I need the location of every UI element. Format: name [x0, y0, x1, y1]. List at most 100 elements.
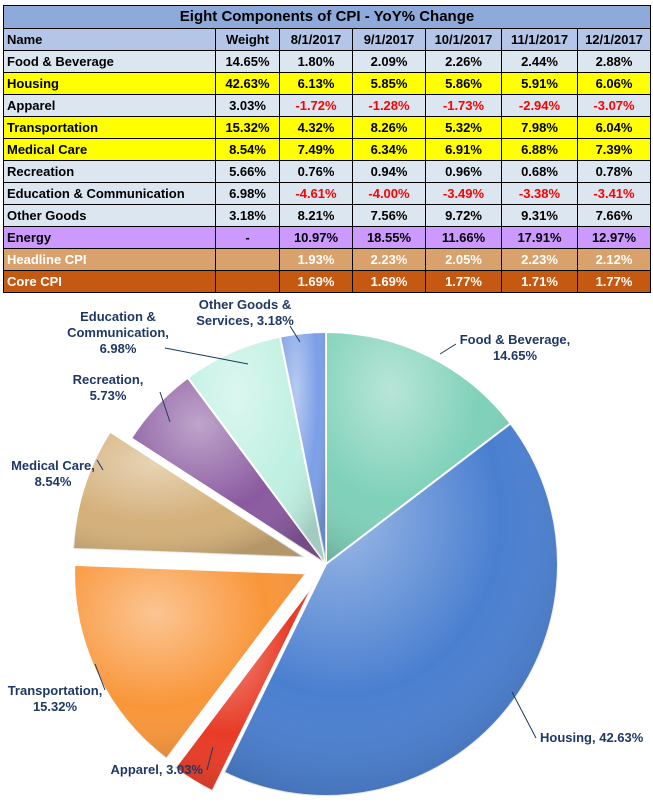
table-cell: 2.09%: [352, 50, 426, 73]
pie-slice-shading: [131, 377, 326, 564]
table-cell: 5.86%: [425, 72, 502, 95]
table-cell: 2.05%: [425, 248, 502, 271]
table-cell: -4.00%: [352, 182, 426, 205]
table-cell: 1.80%: [279, 50, 353, 73]
table-row: Other Goods 3.18% 8.21% 7.56% 9.72% 9.31% 7.66…: [3, 204, 652, 227]
table-row: Transportation 15.32% 4.32% 8.26% 5.32% 7.98%…: [3, 116, 652, 139]
table-cell: 3.18%: [215, 204, 280, 227]
table-cell: Food & Beverage: [3, 50, 216, 73]
table-cell: Transportation: [3, 116, 216, 139]
table-cell: 0.96%: [425, 160, 502, 183]
pie-slice-label: Recreation, 5.73%: [73, 372, 144, 403]
table-cell: 5.91%: [501, 72, 578, 95]
table-row: Core CPI 1.69% 1.69% 1.77% 1.71% 1.77%: [3, 270, 652, 293]
table-cell: 9.72%: [425, 204, 502, 227]
leader-line: [94, 663, 106, 691]
table-cell: 2.12%: [576, 248, 652, 271]
table-row: Food & Beverage 14.65% 1.80% 2.09% 2.26% 2.44…: [3, 50, 652, 73]
table-cell: 8.21%: [279, 204, 353, 227]
table-header-row: Name Weight 8/1/2017 9/1/2017 10/1/2017 11/1/…: [3, 28, 652, 51]
pie-slices: [72, 330, 559, 797]
table-cell: 7.39%: [576, 138, 652, 161]
table-cell: -: [215, 226, 280, 249]
table-cell: 11.66%: [425, 226, 502, 249]
table-cell: 2.26%: [425, 50, 502, 73]
table-cell: -1.28%: [352, 94, 426, 117]
leader-line: [159, 391, 171, 423]
table-cell: 9.31%: [501, 204, 578, 227]
leader-line: [289, 325, 301, 343]
pie-slice-shading: [279, 332, 326, 564]
header-cell: 11/1/2017: [501, 28, 578, 51]
table-cell: 2.44%: [501, 50, 578, 73]
table-cell: 14.65%: [215, 50, 280, 73]
table-cell: 18.55%: [352, 226, 426, 249]
header-cell: Weight: [215, 28, 280, 51]
table-cell: 10.97%: [279, 226, 353, 249]
table-cell: -2.94%: [501, 94, 578, 117]
table-cell: 1.93%: [279, 248, 353, 271]
table-cell: 6.98%: [215, 182, 280, 205]
table-cell: 5.66%: [215, 160, 280, 183]
table-cell: -3.49%: [425, 182, 502, 205]
table-cell: Medical Care: [3, 138, 216, 161]
header-cell: 8/1/2017: [279, 28, 353, 51]
table-cell: 5.85%: [352, 72, 426, 95]
table-cell: -4.61%: [279, 182, 353, 205]
pie-slice-label: Food & Beverage, 14.65%: [460, 332, 571, 363]
table-cell: 5.32%: [425, 116, 502, 139]
table-cell: Housing: [3, 72, 216, 95]
table-cell: 42.63%: [215, 72, 280, 95]
table-title: Eight Components of CPI - YoY% Change: [2, 5, 652, 29]
table-cell: 4.32%: [279, 116, 353, 139]
table-cell: 1.77%: [576, 270, 652, 293]
table-cell: 6.34%: [352, 138, 426, 161]
table-cell: 0.94%: [352, 160, 426, 183]
table-cell: -3.07%: [576, 94, 652, 117]
table-cell: 7.66%: [576, 204, 652, 227]
pie-slice-shading: [174, 582, 315, 792]
table-body: Food & Beverage 14.65% 1.80% 2.09% 2.26% 2.44…: [3, 50, 652, 293]
table-row: Education & Communication 6.98% -4.61% -4.0…: [3, 182, 652, 205]
pie-slice-label: Other Goods & Services, 3.18%: [196, 297, 294, 328]
table-cell: 0.78%: [576, 160, 652, 183]
leader-line: [206, 746, 214, 771]
table-cell: 6.06%: [576, 72, 652, 95]
table-cell: 3.03%: [215, 94, 280, 117]
leader-line: [439, 343, 457, 355]
table-cell: -3.41%: [576, 182, 652, 205]
table-cell: Energy: [3, 226, 216, 249]
leader-line: [96, 459, 104, 471]
table-cell: 7.49%: [279, 138, 353, 161]
table-cell: 15.32%: [215, 116, 280, 139]
table-cell: 1.77%: [425, 270, 502, 293]
table-cell: 6.04%: [576, 116, 652, 139]
table-cell: 2.23%: [352, 248, 426, 271]
table-cell: 12.97%: [576, 226, 652, 249]
pie-slice-shading: [326, 332, 511, 564]
table-cell: [215, 270, 280, 293]
pie-slice-shading: [73, 431, 306, 558]
table-cell: Recreation: [3, 160, 216, 183]
header-cell: 9/1/2017: [352, 28, 426, 51]
table-cell: 8.26%: [352, 116, 426, 139]
table-cell: Apparel: [3, 94, 216, 117]
table-cell: 6.91%: [425, 138, 502, 161]
table-cell: Education & Communication: [3, 182, 216, 205]
table-cell: Core CPI: [3, 270, 216, 293]
table-cell: [215, 248, 280, 271]
pie-slice-label: Apparel, 3.03%: [111, 762, 204, 777]
table-row: Housing 42.63% 6.13% 5.85% 5.86% 5.91% 6.06%: [3, 72, 652, 95]
table-row: Energy -10.97% 18.55% 11.66% 17.91% 12.97%: [3, 226, 652, 249]
table-row: Headline CPI 1.93% 2.23% 2.05% 2.23% 2.12%: [3, 248, 652, 271]
table-cell: Headline CPI: [3, 248, 216, 271]
table-cell: -1.73%: [425, 94, 502, 117]
header-cell: 10/1/2017: [425, 28, 502, 51]
leader-line: [164, 347, 249, 365]
table-cell: 2.23%: [501, 248, 578, 271]
pie-slice-shading: [223, 423, 558, 796]
cpi-weights-pie-chart: Food & Beverage, 14.65% Housing, 42.63% App…: [8, 297, 644, 797]
table-cell: 1.69%: [352, 270, 426, 293]
leader-line: [511, 691, 537, 739]
table-cell: 6.13%: [279, 72, 353, 95]
